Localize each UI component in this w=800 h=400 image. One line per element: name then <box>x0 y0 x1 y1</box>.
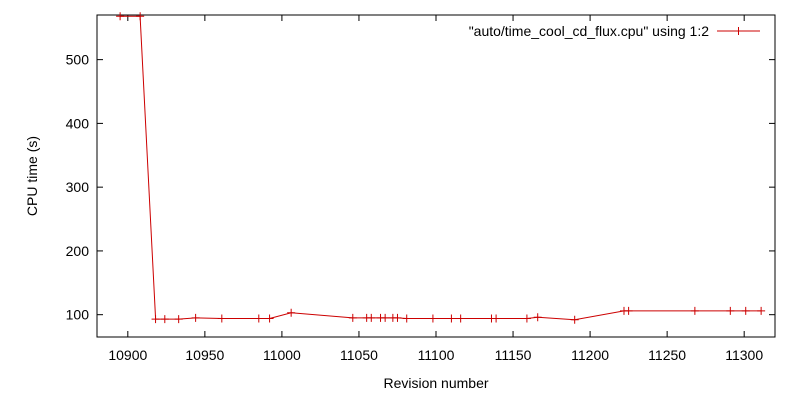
data-point-marker <box>191 313 200 322</box>
y-tick-label: 500 <box>66 52 90 68</box>
legend: "auto/time_cool_cd_flux.cpu" using 1:2 <box>469 23 760 39</box>
series-layer <box>116 12 766 324</box>
data-point-marker <box>726 306 735 315</box>
x-tick-label: 11000 <box>263 347 301 363</box>
data-point-marker <box>174 315 183 324</box>
y-tick-label: 100 <box>66 307 90 323</box>
data-point-marker <box>741 306 750 315</box>
data-point-marker <box>287 308 296 317</box>
data-point-marker <box>533 313 542 322</box>
legend-label: "auto/time_cool_cd_flux.cpu" using 1:2 <box>469 23 710 39</box>
data-point-marker <box>348 313 357 322</box>
data-point-marker <box>116 12 125 21</box>
x-tick-label: 11050 <box>340 347 378 363</box>
data-point-marker <box>428 314 437 323</box>
x-tick-label: 10950 <box>185 347 224 363</box>
x-tick-label: 11150 <box>495 347 532 363</box>
y-tick-label: 400 <box>66 115 90 131</box>
data-point-marker <box>570 315 579 324</box>
data-point-marker <box>151 315 160 324</box>
series-line <box>120 15 762 321</box>
data-point-marker <box>447 314 456 323</box>
data-point-marker <box>492 314 501 323</box>
data-point-marker <box>217 314 226 323</box>
x-tick-label: 11250 <box>648 347 686 363</box>
y-axis-label: CPU time (s) <box>24 136 40 216</box>
x-tick-label: 10900 <box>108 347 147 363</box>
x-axis-label: Revision number <box>383 375 488 391</box>
data-point-marker <box>456 314 465 323</box>
data-point-marker <box>402 314 411 323</box>
data-point-marker <box>393 313 402 322</box>
data-point-marker <box>381 313 390 322</box>
x-tick-label: 11300 <box>725 347 763 363</box>
data-point-marker <box>522 314 531 323</box>
plot-frame <box>96 14 776 338</box>
y-tick-label: 200 <box>66 243 90 259</box>
data-point-marker <box>160 315 169 324</box>
y-tick-label: 300 <box>66 179 90 195</box>
x-tick-label: 11100 <box>418 347 455 363</box>
data-point-marker <box>136 12 145 21</box>
data-point-marker <box>367 313 376 322</box>
x-tick-label: 11200 <box>571 347 609 363</box>
data-point-marker <box>690 306 699 315</box>
legend-marker <box>734 27 743 35</box>
data-point-marker <box>757 306 766 315</box>
x-axis-ticks: 10900 10950 11000 11050 11100 11150 11200 11250… <box>108 15 763 363</box>
data-point-marker <box>624 306 633 315</box>
data-point-marker <box>265 314 274 323</box>
data-point-marker <box>254 314 263 323</box>
y-axis-ticks: 100 200 300 400 500 <box>66 52 775 323</box>
